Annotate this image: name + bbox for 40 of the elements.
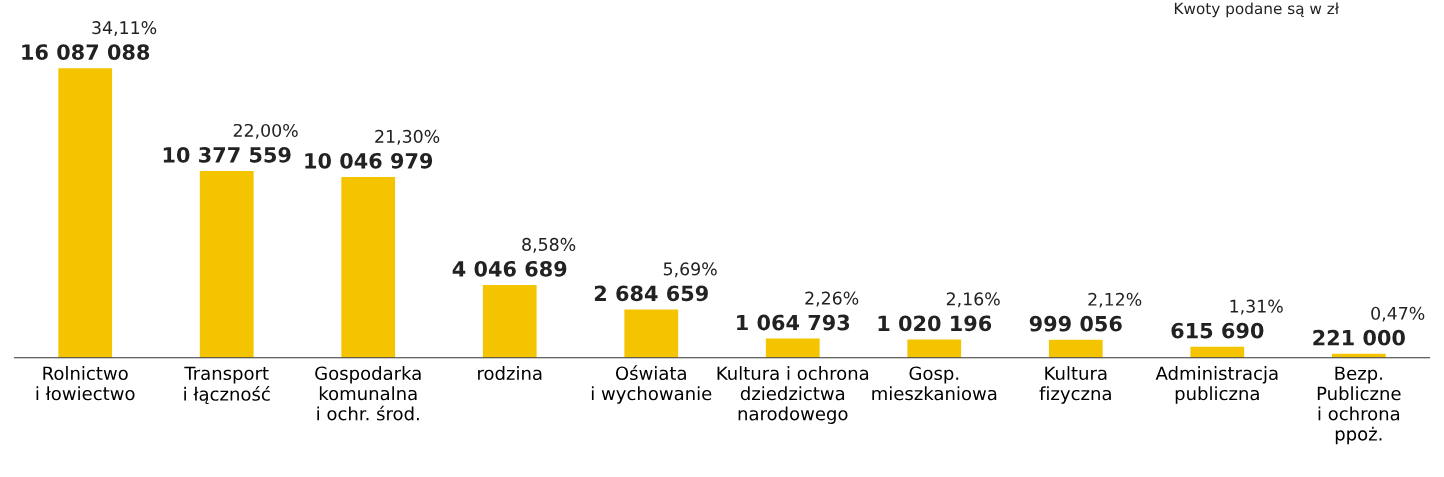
x-tick-label: rodzina bbox=[478, 366, 542, 381]
x-tick-label: Oświata i wychowanie bbox=[591, 365, 712, 404]
annotation: 8,58% bbox=[522, 237, 576, 253]
data-label: 221 000 bbox=[1313, 329, 1405, 346]
data-label: 4 046 689 bbox=[452, 260, 567, 277]
bar bbox=[907, 339, 962, 358]
annotation: 22,00% bbox=[233, 123, 298, 139]
x-tick-label: Administracja publiczna bbox=[1155, 366, 1278, 404]
text: Kwoty podane są w zł bbox=[1174, 2, 1340, 18]
bar bbox=[1190, 346, 1245, 358]
data-label: 10 046 979 bbox=[305, 152, 433, 169]
bar bbox=[624, 309, 679, 358]
annotation: 34,11% bbox=[92, 21, 157, 36]
data-label: 1 064 793 bbox=[737, 314, 850, 331]
data-label: 16 087 088 bbox=[22, 44, 150, 60]
x-tick-label: Kultura i ochrona dziedzictwa narodowego bbox=[717, 366, 869, 424]
bar bbox=[482, 284, 537, 358]
bar bbox=[199, 170, 254, 358]
data-label: 615 690 bbox=[1171, 322, 1264, 339]
bar bbox=[1048, 339, 1103, 358]
annotation: 0,47% bbox=[1371, 306, 1425, 322]
x-tick-label: Gospodarka komunalna i ochr. środ. bbox=[315, 366, 421, 421]
annotation: 1,31% bbox=[1230, 299, 1283, 315]
x-tick-label: Rolnictwo i łowiectwo bbox=[36, 366, 135, 401]
bar bbox=[341, 176, 396, 358]
annotation: 2,12% bbox=[1088, 292, 1142, 308]
x-tick-label: Transport i łączność bbox=[184, 366, 270, 405]
bar bbox=[765, 338, 820, 358]
annotation: 21,30% bbox=[375, 129, 440, 145]
annotation: 5,69% bbox=[663, 262, 717, 278]
data-label: 1 020 196 bbox=[878, 315, 992, 332]
data-label: 10 377 559 bbox=[163, 146, 291, 163]
annotation: 2,16% bbox=[946, 292, 1000, 308]
data-label: 999 056 bbox=[1029, 315, 1122, 332]
bar bbox=[58, 68, 113, 358]
x-tick-label: Kultura fizyczna bbox=[1039, 366, 1111, 404]
x-tick-label: Gosp. mieszkaniowa bbox=[872, 366, 997, 401]
x-tick-label: Bezp. Publiczne i ochrona ppoż. bbox=[1317, 366, 1401, 445]
annotation: 2,26% bbox=[805, 291, 859, 307]
data-label: 2 684 659 bbox=[594, 285, 708, 302]
